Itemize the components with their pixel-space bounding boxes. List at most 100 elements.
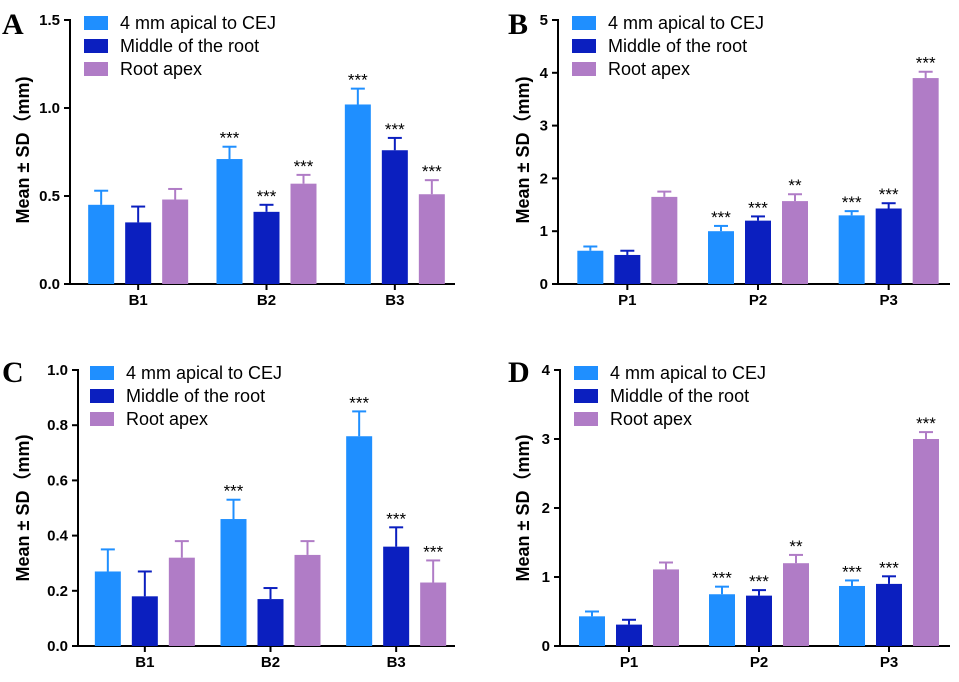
bar-b3-series-1: [346, 436, 373, 646]
bar-p1-series-2: [614, 254, 641, 284]
category-label: B3: [385, 292, 404, 309]
bar-p3-series-3: [912, 78, 939, 284]
legend: 4 mm apical to CEJ Middle of the root Root…: [574, 363, 766, 429]
legend-label: 4 mm apical to CEJ: [126, 363, 282, 383]
significance-label: ***: [422, 162, 442, 181]
bar-b1-series-3: [168, 557, 195, 646]
significance-label: ***: [842, 562, 862, 581]
significance-label: ***: [386, 509, 406, 528]
bar-b2-series-1: [220, 519, 247, 646]
significance-label: ***: [749, 572, 769, 591]
legend-swatch: [572, 16, 596, 30]
significance-label: ***: [879, 185, 899, 204]
category-label: P1: [618, 292, 636, 309]
legend-swatch: [572, 39, 596, 53]
significance-label: ***: [224, 482, 244, 501]
y-tick-label: 0.0: [47, 638, 68, 655]
bar-p1-series-1: [579, 616, 605, 646]
bar-p2-series-2: [745, 220, 771, 284]
bar-p3-series-2: [876, 583, 902, 646]
bar-b3-series-2: [383, 546, 410, 646]
legend-label: 4 mm apical to CEJ: [610, 363, 766, 383]
bar-p3-series-2: [875, 208, 902, 284]
y-tick-label: 0.2: [47, 583, 68, 600]
legend: 4 mm apical to CEJ Middle of the root Root…: [90, 363, 282, 429]
legend-label: Middle of the root: [126, 386, 265, 406]
category-label: P2: [749, 292, 767, 309]
legend-label: Root apex: [610, 409, 692, 429]
bar-b2-series-3: [290, 183, 317, 284]
category-label: P2: [750, 654, 768, 671]
bar-p2-series-2: [746, 595, 772, 646]
y-tick-label: 0.8: [47, 417, 68, 434]
y-tick-label: 1.0: [39, 100, 60, 117]
y-tick-label: 1.0: [47, 362, 68, 379]
bar-b3-series-3: [418, 194, 445, 284]
category-label: B2: [257, 292, 276, 309]
bar-b3-series-2: [381, 150, 408, 284]
y-tick-label: 2: [540, 170, 548, 187]
significance-label: ***: [748, 198, 768, 217]
bar-p1-series-3: [651, 196, 678, 284]
legend-swatch: [84, 62, 108, 76]
y-tick-label: 0.4: [47, 528, 69, 545]
y-axis-label: Mean ± SD（mm): [13, 77, 33, 224]
legend-label: Root apex: [608, 59, 690, 79]
panel-letter: A: [2, 8, 24, 41]
panel-letter: C: [2, 356, 24, 389]
category-label: P3: [880, 654, 898, 671]
legend-label: Root apex: [126, 409, 208, 429]
y-tick-label: 1.5: [39, 12, 60, 29]
legend-label: 4 mm apical to CEJ: [120, 13, 276, 33]
legend-label: Root apex: [120, 59, 202, 79]
bar-b1-series-1: [94, 571, 121, 646]
significance-label: ***: [423, 542, 443, 561]
legend: 4 mm apical to CEJ Middle of the root Root…: [84, 13, 276, 79]
bar-p3-series-3: [913, 439, 939, 646]
significance-label: ***: [842, 193, 862, 212]
bar-b2-series-3: [294, 554, 321, 646]
y-tick-label: 5: [540, 12, 548, 29]
bar-p2-series-3: [782, 201, 808, 284]
legend-swatch: [84, 39, 108, 53]
y-tick-label: 0.0: [39, 276, 60, 293]
bar-b1-series-3: [162, 199, 189, 284]
bar-p3-series-1: [839, 585, 865, 646]
chart-panel-c: C Mean ± SD（mm) 0.0 0.2 0.4 0.6 0.8 1.0 B1 B2 *** B…: [2, 356, 455, 671]
legend-swatch: [574, 412, 598, 426]
significance-label: ***: [879, 558, 899, 577]
legend: 4 mm apical to CEJ Middle of the root Root…: [572, 13, 764, 79]
bar-b2-series-2: [257, 599, 284, 646]
significance-label: **: [788, 176, 802, 195]
bar-p2-series-1: [709, 594, 735, 646]
panel-letter: D: [508, 356, 530, 389]
significance-label: ***: [916, 54, 936, 73]
category-label: P3: [879, 292, 897, 309]
y-axis-label: Mean ± SD（mm): [13, 435, 33, 582]
legend-label: Middle of the root: [608, 36, 747, 56]
y-tick-label: 0.6: [47, 472, 68, 489]
legend-label: Middle of the root: [120, 36, 259, 56]
significance-label: **: [789, 537, 803, 556]
bar-b1-series-1: [88, 204, 115, 284]
significance-label: ***: [711, 208, 731, 227]
bar-b2-series-1: [216, 159, 243, 284]
bar-b3-series-1: [344, 104, 371, 284]
y-tick-label: 3: [542, 431, 550, 448]
legend-swatch: [572, 62, 596, 76]
category-label: B1: [135, 654, 154, 671]
y-tick-label: 0.5: [39, 188, 60, 205]
y-axis-label: Mean ± SD（mm): [513, 77, 533, 224]
category-label: B3: [387, 654, 406, 671]
legend-swatch: [574, 366, 598, 380]
chart-panel-a: A Mean ± SD（mm) 0.0 0.5 1.0 1.5 B1 B2 *** *** *** B…: [2, 8, 455, 309]
category-label: B2: [261, 654, 280, 671]
y-tick-label: 0: [540, 276, 548, 293]
legend-swatch: [84, 16, 108, 30]
bar-p2-series-1: [708, 231, 734, 284]
legend-swatch: [90, 389, 114, 403]
y-tick-label: 2: [542, 500, 550, 517]
legend-swatch: [574, 389, 598, 403]
